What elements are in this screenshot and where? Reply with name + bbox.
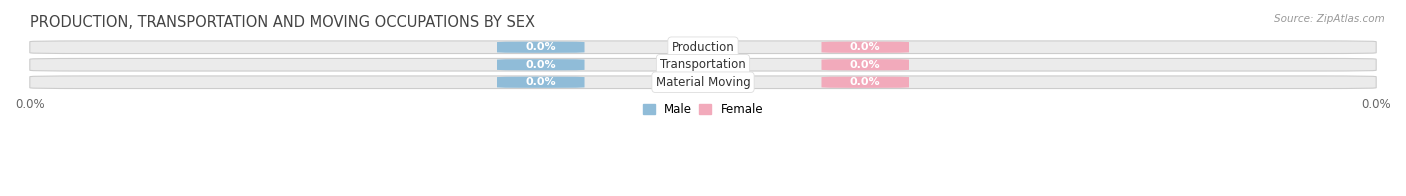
FancyBboxPatch shape [821,77,910,88]
FancyBboxPatch shape [30,41,1376,54]
Text: 0.0%: 0.0% [849,77,880,87]
Text: PRODUCTION, TRANSPORTATION AND MOVING OCCUPATIONS BY SEX: PRODUCTION, TRANSPORTATION AND MOVING OC… [30,15,534,30]
FancyBboxPatch shape [496,42,585,53]
FancyBboxPatch shape [821,59,910,70]
Text: Source: ZipAtlas.com: Source: ZipAtlas.com [1274,14,1385,24]
Text: 0.0%: 0.0% [526,77,557,87]
Text: 0.0%: 0.0% [849,60,880,70]
FancyBboxPatch shape [821,42,910,53]
Legend: Male, Female: Male, Female [643,103,763,116]
FancyBboxPatch shape [30,76,1376,89]
Text: 0.0%: 0.0% [526,42,557,52]
Text: 0.0%: 0.0% [849,42,880,52]
Text: Production: Production [672,41,734,54]
Text: 0.0%: 0.0% [526,60,557,70]
FancyBboxPatch shape [496,77,585,88]
FancyBboxPatch shape [30,58,1376,71]
Text: Material Moving: Material Moving [655,76,751,89]
Text: Transportation: Transportation [661,58,745,71]
FancyBboxPatch shape [496,59,585,70]
